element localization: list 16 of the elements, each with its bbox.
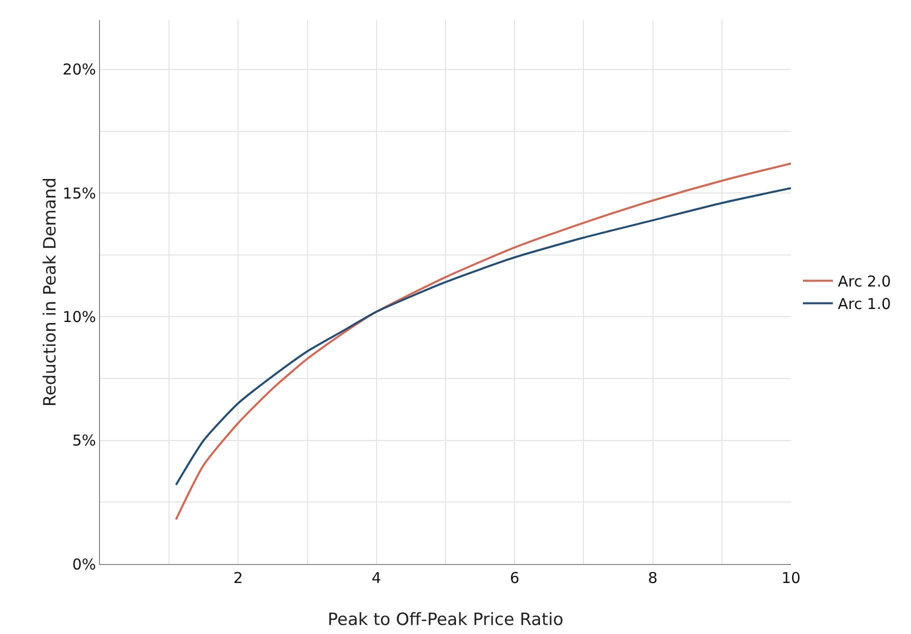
- y-axis-title: Reduction in Peak Demand: [40, 177, 61, 407]
- y-tick-label: 20%: [62, 60, 96, 79]
- line-series: [175, 162, 791, 520]
- legend-label: Arc 2.0: [838, 272, 891, 291]
- x-tick-label: 6: [510, 569, 520, 587]
- y-tick-label: 0%: [72, 555, 96, 574]
- y-tick-label: 10%: [62, 308, 96, 326]
- x-axis-title: Peak to Off-Peak Price Ratio: [328, 610, 564, 630]
- x-tick-label: 8: [648, 569, 658, 587]
- legend-label: Arc 1.0: [838, 295, 891, 314]
- x-tick-label: 4: [372, 569, 382, 587]
- x-tick-label: 2: [233, 569, 243, 587]
- line-series: [175, 187, 791, 486]
- y-tick-label: 5%: [72, 432, 96, 450]
- y-tick-label: 15%: [62, 184, 96, 202]
- x-tick-label: 10: [781, 569, 801, 587]
